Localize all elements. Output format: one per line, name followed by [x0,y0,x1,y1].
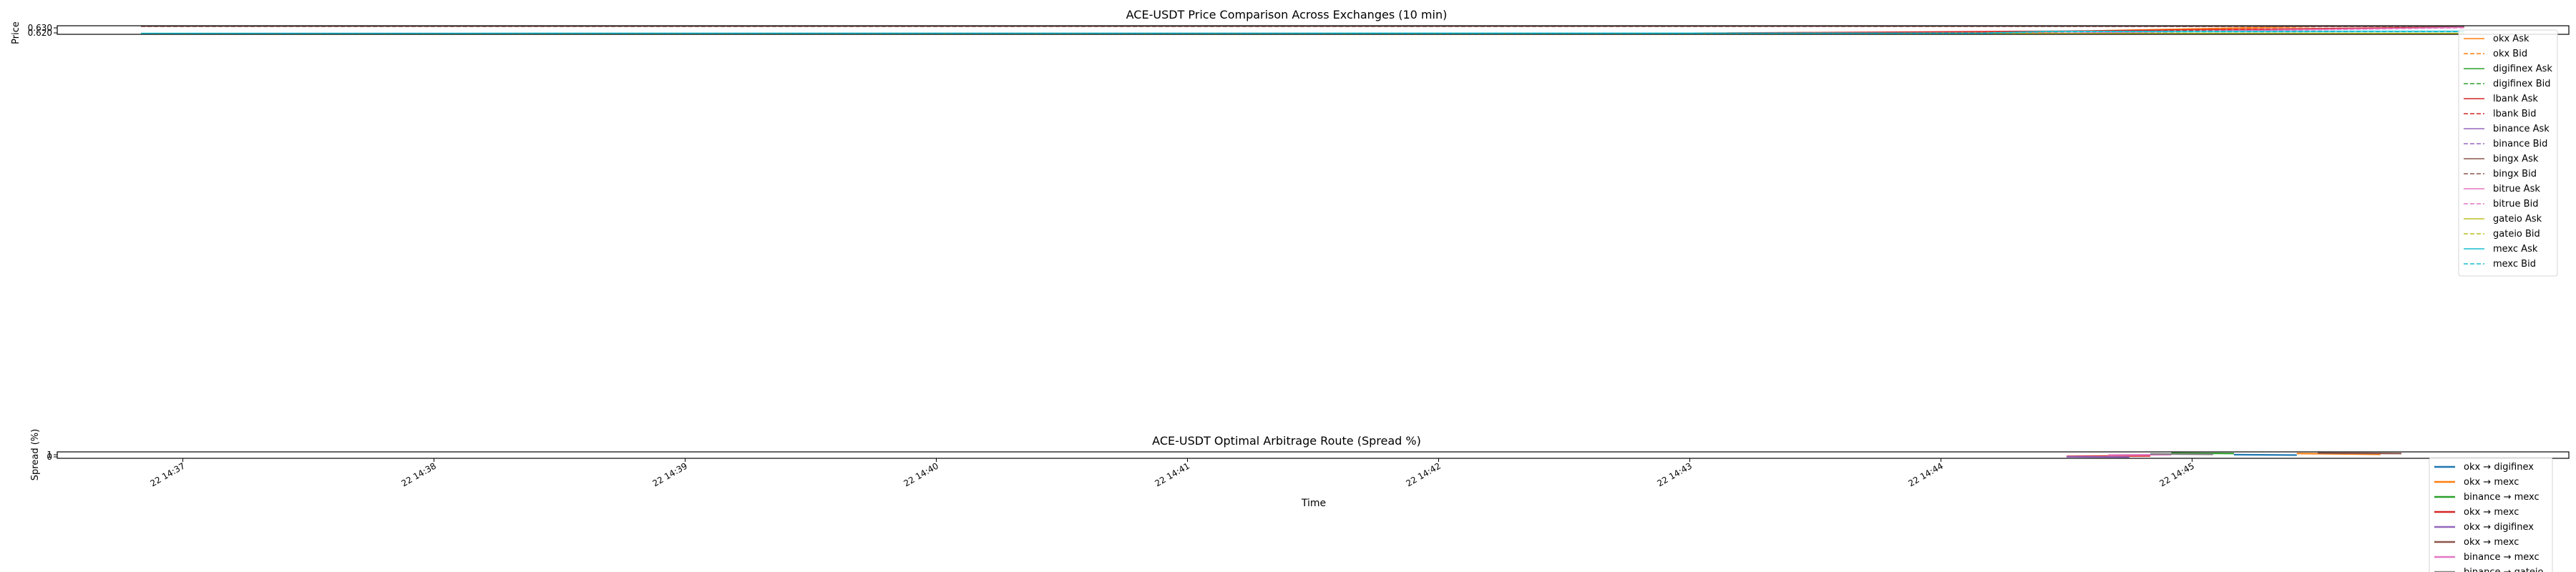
spread-series-okx-digifinex [2066,455,2129,458]
spread-legend-label: okx → mexc [2464,537,2519,548]
spread-legend-label: okx → digifinex [2464,462,2534,473]
spread-legend: okx → digifinex okx → mexc binance → mexc o… [2429,457,2553,572]
price-series-mexc-bid [140,31,2464,34]
price-ytick-label-low: 0.620 [28,28,52,38]
time-axis-ticks: 22 14:37 22 14:38 22 14:39 22 14:40 22 14:41… [149,458,2196,488]
price-legend-label: lbank Ask [2493,94,2538,104]
spread-legend-label: okx → mexc [2464,507,2519,518]
time-tick-label: 22 14:41 [1153,460,1191,488]
price-legend-box [2458,29,2558,277]
spread-ytick-label-1: 1 [47,450,52,460]
spread-legend-label: binance → gateio [2464,567,2544,572]
spread-legend-label: okx → mexc [2464,477,2519,488]
price-legend-label: gateio Bid [2493,229,2540,240]
price-legend-label: gateio Ask [2493,214,2542,225]
price-legend-label: mexc Ask [2493,244,2538,255]
spread-chart: ACE-USDT Optimal Arbitrage Route (Spread… [30,429,2570,572]
time-tick-label: 22 14:40 [902,460,940,488]
spread-series-okx-mexc [2317,452,2402,455]
price-ytick-label-high: 0.630 [28,23,52,33]
spread-legend-label: okx → digifinex [2464,522,2534,533]
price-legend-label: digifinex Bid [2493,79,2551,89]
time-tick-label: 22 14:44 [1907,460,1945,488]
time-tick-label: 22 14:45 [2158,460,2196,488]
spread-legend-label: binance → mexc [2464,552,2540,563]
spread-chart-ylabel: Spread (%) [30,429,41,480]
spread-ytick-label-0: 0 [47,452,52,462]
price-chart-ylabel: Price [11,21,21,44]
spread-series-lines [2066,452,2402,458]
price-chart-title: ACE-USDT Price Comparison Across Exchang… [1126,8,1448,21]
time-tick-label: 22 14:43 [1656,460,1694,488]
spread-legend-box [2429,457,2553,572]
spread-legend-label: binance → mexc [2464,492,2540,503]
price-legend-label: okx Ask [2493,34,2529,44]
spread-chart-title: ACE-USDT Optimal Arbitrage Route (Spread… [1152,434,1421,448]
price-legend-label: mexc Bid [2493,259,2536,270]
price-legend-label: lbank Bid [2493,109,2537,119]
spread-series-binance-gateio [2150,453,2213,455]
spread-series-binance-mexc [2171,452,2235,455]
time-tick-label: 22 14:38 [400,460,438,488]
price-plot-frame [57,25,2570,35]
price-series-lines [140,25,2464,35]
time-tick-label: 22 14:37 [149,460,187,488]
price-legend-label: okx Bid [2493,49,2527,59]
spread-chart-xlabel: Time [1301,498,1326,509]
price-legend-label: binance Ask [2493,124,2550,134]
price-chart: ACE-USDT Price Comparison Across Exchang… [11,8,2570,277]
price-legend-label: bingx Ask [2493,154,2539,164]
price-legend-label: bitrue Ask [2493,184,2540,194]
price-legend-label: bitrue Bid [2493,199,2538,209]
price-legend-label: digifinex Ask [2493,64,2552,74]
price-legend-label: binance Bid [2493,139,2547,149]
price-legend-label: bingx Bid [2493,169,2537,179]
time-tick-label: 22 14:42 [1405,460,1443,488]
price-legend: okx Ask okx Bid digifinex Ask digifinex Bid… [2458,29,2558,277]
spread-plot-frame [57,451,2570,459]
time-tick-label: 22 14:39 [651,460,689,488]
